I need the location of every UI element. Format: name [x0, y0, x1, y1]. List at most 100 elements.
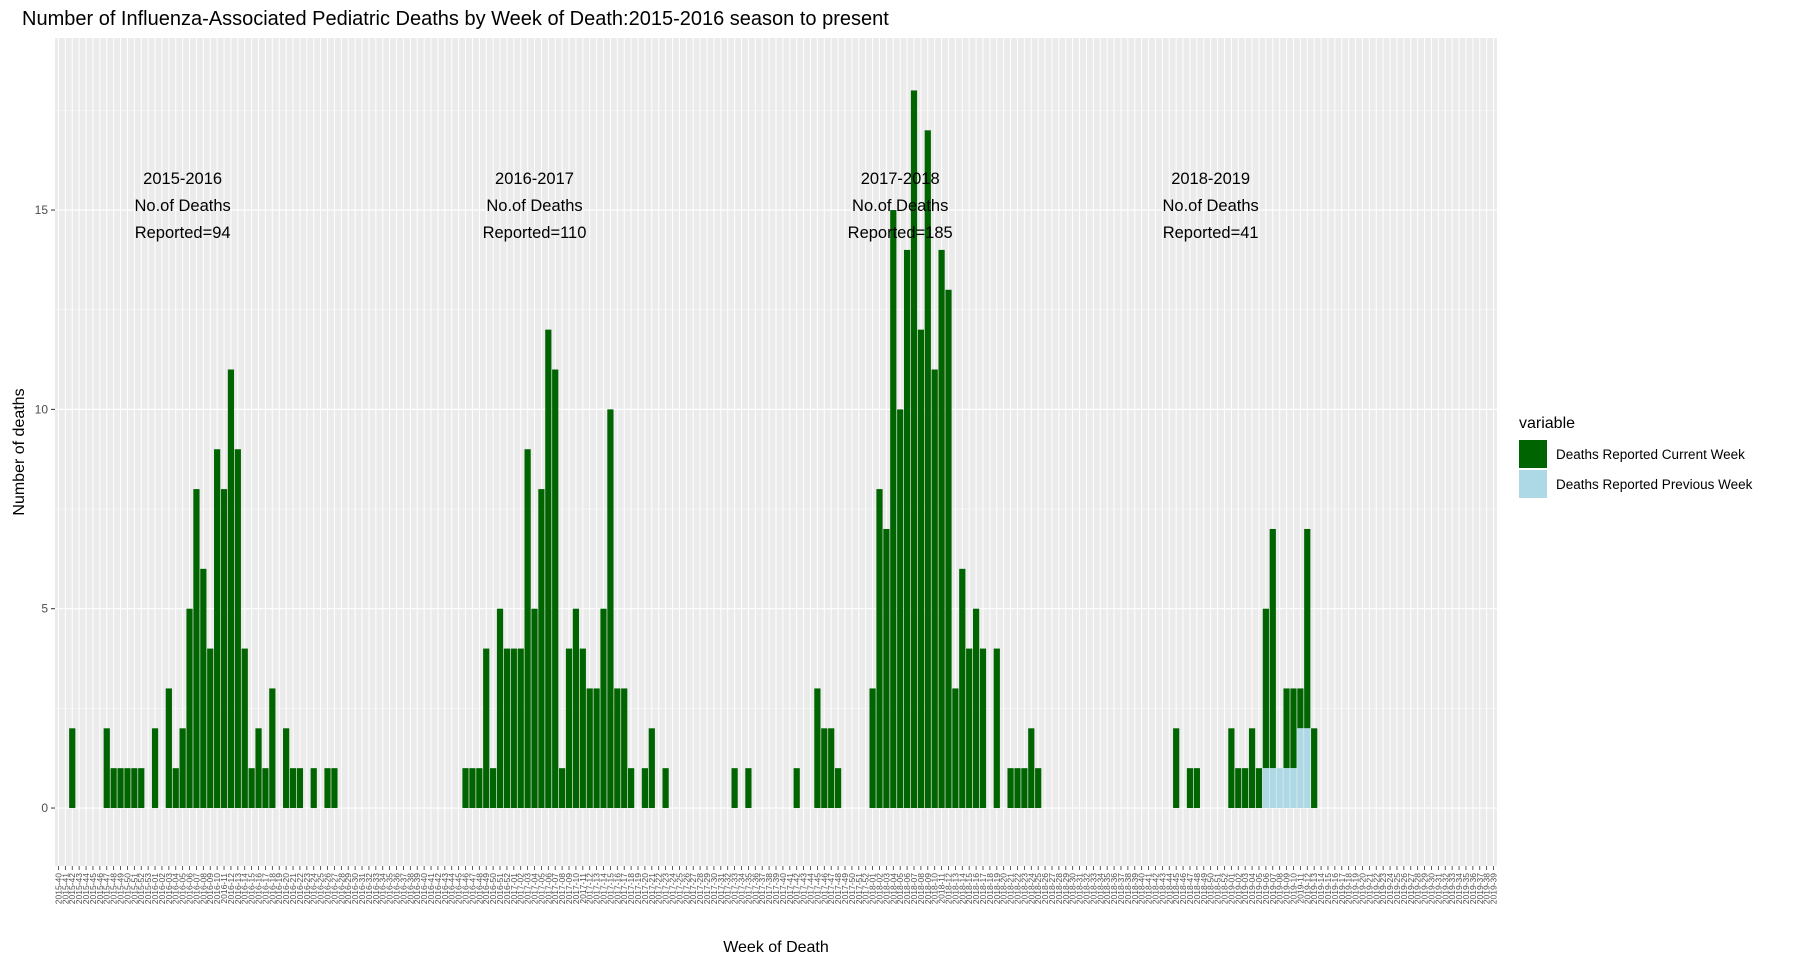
x-tick-label: 2019-39 — [1489, 873, 1499, 904]
x-tick-label: 2015-47 — [102, 873, 112, 904]
bar-current-2017-23 — [662, 768, 669, 809]
bar-previous-2019-06 — [1262, 768, 1269, 809]
x-tick-label: 2017-06 — [543, 873, 553, 904]
x-tick-label: 2019-06 — [1261, 873, 1271, 904]
bar-previous-2019-11 — [1297, 728, 1304, 809]
bar-current-2016-27 — [331, 768, 338, 809]
y-tick-label: 15 — [35, 203, 49, 217]
bar-current-2018-24 — [1028, 728, 1035, 809]
x-tick-label: 2017-30 — [709, 873, 719, 904]
x-tick-label: 2017-25 — [674, 873, 684, 904]
bar-current-2017-03 — [524, 449, 531, 809]
x-tick-label: 2018-10 — [930, 873, 940, 904]
bar-current-2017-33 — [731, 768, 738, 809]
x-tick-label: 2018-27 — [1047, 873, 1057, 904]
x-tick-label: 2016-17 — [260, 873, 270, 904]
bar-current-2018-03 — [883, 528, 890, 809]
bar-current-2016-18 — [269, 688, 276, 809]
bar-current-2017-47 — [828, 728, 835, 809]
x-tick-label: 2018-49 — [1199, 873, 1209, 904]
x-tick-label: 2018-36 — [1109, 873, 1119, 904]
annotation-3-line-1: 2017-2018 — [861, 170, 940, 188]
x-tick-label: 2018-52 — [1219, 873, 1229, 904]
x-tick-label: 2016-29 — [343, 873, 353, 904]
x-tick-label: 2016-42 — [433, 873, 443, 904]
bar-current-2016-24 — [310, 768, 317, 809]
x-tick-label: 2019-30 — [1426, 873, 1436, 904]
x-tick-label: 2017-13 — [592, 873, 602, 904]
bar-current-2019-06 — [1262, 608, 1269, 769]
x-tick-label: 2016-27 — [329, 873, 339, 904]
x-tick-label: 2016-44 — [447, 873, 457, 904]
bar-current-2017-06 — [545, 329, 552, 809]
bar-current-2017-48 — [834, 768, 842, 809]
bar-current-2016-48 — [476, 768, 483, 809]
x-tick-label: 2018-03 — [881, 873, 891, 904]
x-tick-label: 2017-03 — [523, 873, 533, 904]
x-tick-label: 2016-39 — [412, 873, 422, 904]
x-tick-label: 2019-03 — [1240, 873, 1250, 904]
annotation-1-line-3: Reported=94 — [135, 224, 231, 242]
x-tick-label: 2016-32 — [364, 873, 374, 904]
x-tick-label: 2016-07 — [191, 873, 201, 904]
x-tick-label: 2019-15 — [1323, 873, 1333, 904]
bar-current-2018-12 — [945, 289, 952, 809]
x-tick-label: 2016-41 — [426, 873, 436, 904]
bar-current-2016-51 — [496, 608, 504, 809]
x-tick-label: 2018-41 — [1144, 873, 1154, 904]
x-tick-label: 2016-09 — [205, 873, 215, 904]
bar-current-2017-08 — [559, 768, 566, 809]
x-tick-label: 2018-44 — [1164, 873, 1174, 904]
x-tick-label: 2015-49 — [116, 873, 126, 904]
x-tick-label: 2017-32 — [723, 873, 733, 904]
x-tick-label: 2016-47 — [467, 873, 477, 904]
x-axis-label: Week of Death — [723, 939, 829, 956]
x-tick-label: 2016-19 — [274, 873, 284, 904]
x-tick-label: 2018-16 — [971, 873, 981, 904]
x-tick-label: 2016-34 — [378, 873, 388, 904]
x-tick-label: 2016-23 — [302, 873, 312, 904]
x-tick-label: 2016-35 — [385, 873, 395, 904]
x-tick-label: 2018-04 — [888, 873, 898, 904]
bar-current-2019-01 — [1228, 728, 1235, 809]
x-tick-label: 2019-37 — [1475, 873, 1485, 904]
x-tick-label: 2018-34 — [1095, 873, 1105, 904]
x-tick-label: 2017-09 — [564, 873, 574, 904]
x-tick-label: 2019-21 — [1364, 873, 1374, 904]
x-tick-label: 2017-08 — [557, 873, 567, 904]
x-tick-label: 2017-45 — [812, 873, 822, 904]
x-tick-label: 2018-40 — [1137, 873, 1147, 904]
x-tick-label: 2018-51 — [1213, 873, 1223, 904]
x-tick-label: 2018-31 — [1075, 873, 1085, 904]
bar-current-2015-50 — [124, 768, 131, 809]
bar-current-2019-09 — [1283, 688, 1290, 769]
bar-current-2016-21 — [289, 768, 297, 809]
x-tick-label: 2018-26 — [1040, 873, 1050, 904]
annotation-1-line-1: 2015-2016 — [143, 170, 222, 188]
legend-label-previous-week: Deaths Reported Previous Week — [1556, 477, 1753, 492]
x-tick-label: 2018-29 — [1061, 873, 1071, 904]
bar-current-2018-16 — [972, 608, 980, 809]
x-tick-label: 2019-09 — [1282, 873, 1292, 904]
x-tick-label: 2018-14 — [957, 873, 967, 904]
x-tick-label: 2015-44 — [81, 873, 91, 904]
bar-current-2019-02 — [1235, 768, 1242, 809]
x-tick-label: 2017-05 — [536, 873, 546, 904]
x-tick-label: 2018-50 — [1206, 873, 1216, 904]
x-tick-label: 2016-04 — [171, 873, 181, 904]
annotation-1-line-2: No.of Deaths — [134, 197, 230, 215]
bar-current-2016-50 — [490, 768, 497, 809]
x-tick-label: 2017-52 — [861, 873, 871, 904]
x-tick-label: 2017-41 — [785, 873, 795, 904]
bar-current-2019-05 — [1255, 768, 1263, 809]
x-tick-label: 2015-42 — [67, 873, 77, 904]
x-tick-label: 2016-40 — [419, 873, 429, 904]
x-tick-label: 2017-19 — [633, 873, 643, 904]
bar-current-2018-17 — [979, 648, 987, 809]
x-tick-label: 2017-36 — [750, 873, 760, 904]
bar-current-2016-47 — [469, 768, 476, 809]
bar-current-2017-18 — [628, 768, 635, 809]
bar-current-2019-10 — [1290, 688, 1297, 769]
bar-current-2018-48 — [1193, 768, 1200, 809]
x-tick-label: 2019-34 — [1454, 873, 1464, 904]
